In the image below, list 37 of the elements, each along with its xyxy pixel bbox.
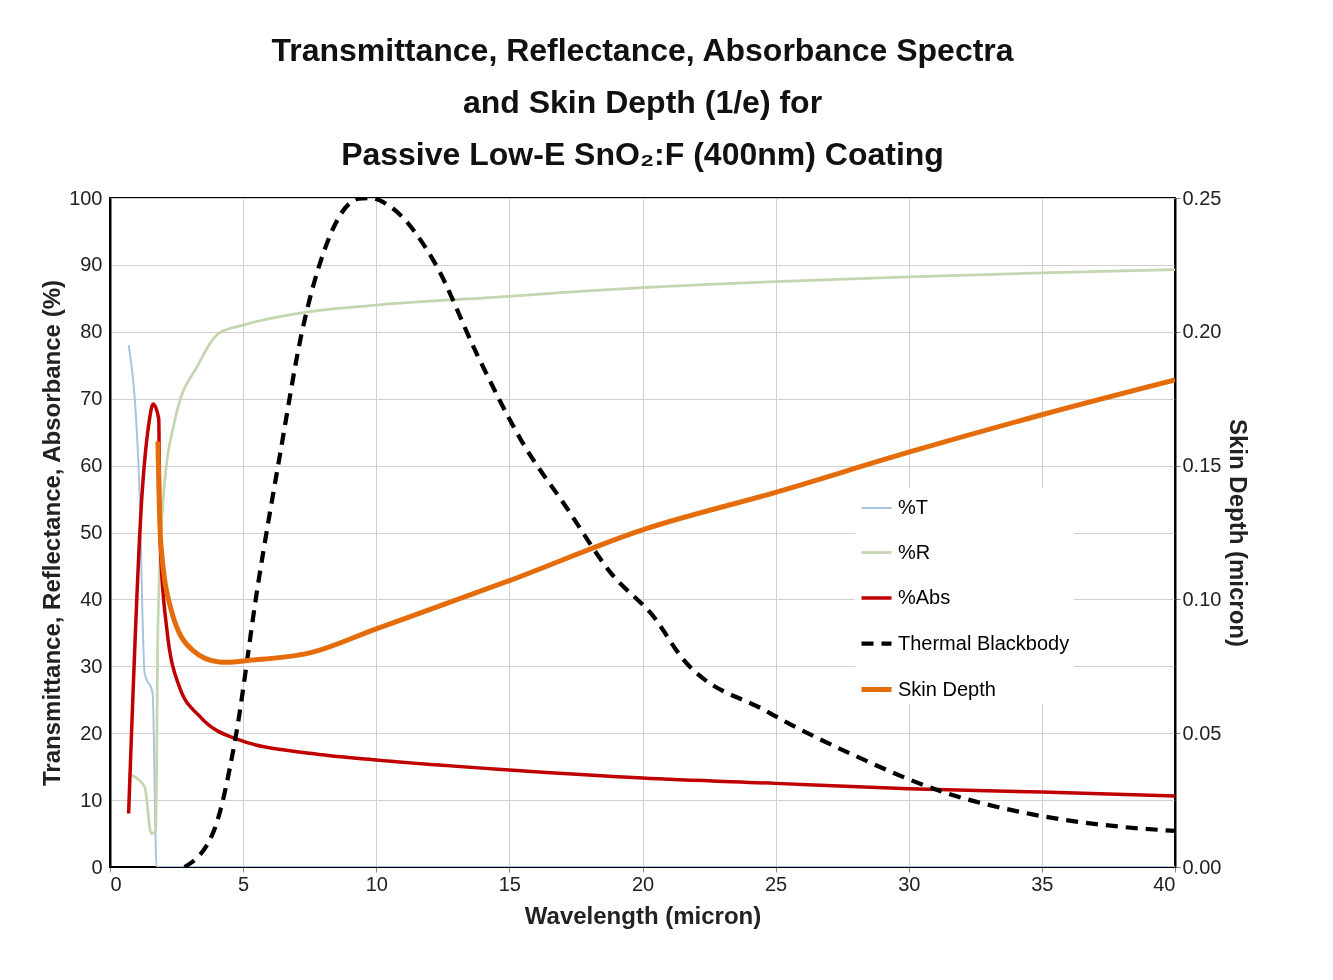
y-axis-title: Transmittance, Reflectance, Absorbance (%) xyxy=(38,280,66,786)
line-series xyxy=(127,344,1175,867)
y-tick-label: 40 xyxy=(80,587,103,610)
y2-tick-label: 0.10 xyxy=(1182,587,1222,610)
y-tick-label: 70 xyxy=(80,387,103,410)
y2-tick-label: 0.05 xyxy=(1182,721,1222,744)
y2-axis-title: Skin Depth (micron) xyxy=(1225,418,1253,648)
y2-tick-label: 0.15 xyxy=(1182,454,1222,477)
y-tick-label: 90 xyxy=(80,253,103,276)
legend-label: %R xyxy=(898,540,931,563)
x-tick-label: 15 xyxy=(498,872,521,895)
x-tick-label: 0 xyxy=(110,872,122,895)
y2-tick-label: 0.25 xyxy=(1182,186,1222,209)
x-tick-label: 25 xyxy=(765,872,788,895)
y-tick-label: 60 xyxy=(80,454,103,477)
legend-label: %T xyxy=(898,496,928,518)
y-tick-label: 20 xyxy=(80,721,103,744)
x-tick-label: 35 xyxy=(1031,872,1054,895)
line-series xyxy=(126,402,1175,816)
y-tick-label: 100 xyxy=(69,186,103,209)
legend-label: Thermal Blackbody xyxy=(898,631,1070,654)
y-tick-label: 10 xyxy=(80,788,103,811)
x-tick-label: 5 xyxy=(238,872,250,895)
legend-label: %Abs xyxy=(898,586,951,608)
y2-tick-label: 0.20 xyxy=(1182,320,1222,343)
x-tick-label: 30 xyxy=(898,872,921,895)
x-tick-label: 40 xyxy=(1153,872,1176,895)
legend-label: Skin Depth xyxy=(898,677,996,700)
x-tick-label: 20 xyxy=(631,872,655,895)
y-tick-label: 0 xyxy=(91,855,103,878)
y-tick-label: 80 xyxy=(80,320,103,343)
chart-title: Transmittance, Reflectance, Absorbance Spectra and Skin Depth (1/e) for Passive Low-E SnO₂:F (400nm) Coating xyxy=(271,32,1014,172)
x-axis-title: Wavelength (micron) xyxy=(524,901,762,929)
x-tick-label: 10 xyxy=(365,872,388,895)
y-tick-label: 50 xyxy=(80,521,103,543)
y2-tick-label: 0.00 xyxy=(1182,855,1222,878)
y-tick-label: 30 xyxy=(80,654,103,677)
